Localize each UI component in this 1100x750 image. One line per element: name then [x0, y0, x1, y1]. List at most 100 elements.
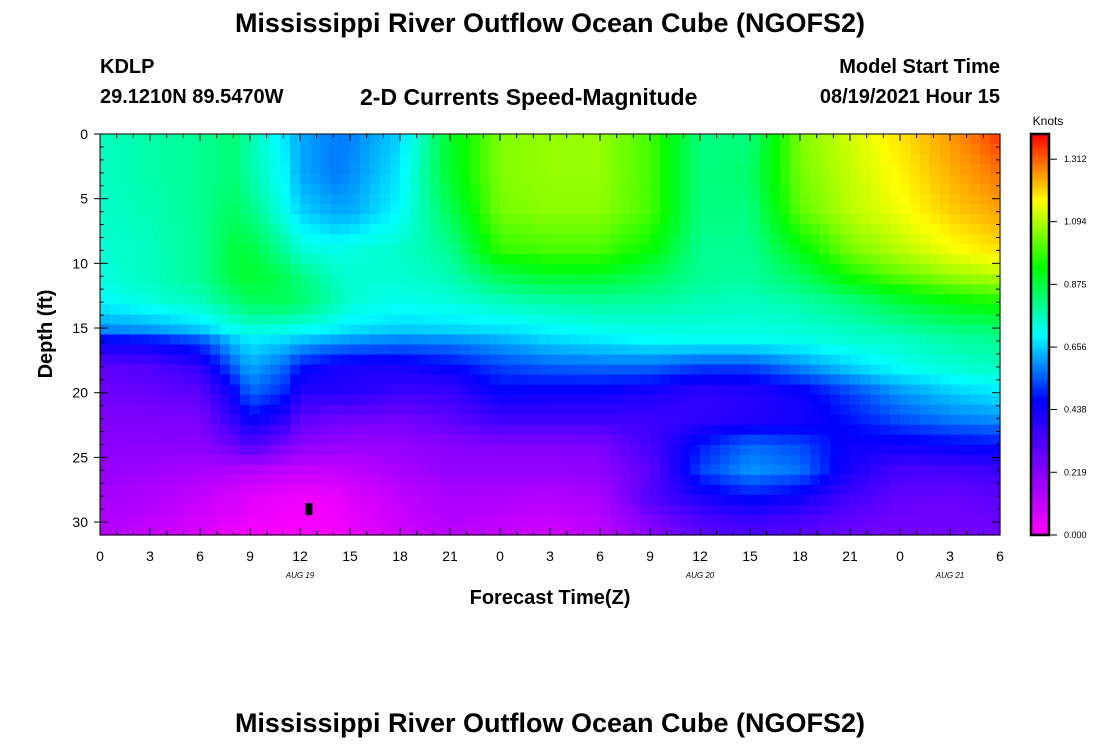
heat-cell	[670, 414, 681, 426]
heat-cell	[510, 234, 521, 245]
heat-cell	[850, 384, 861, 396]
heat-cell	[580, 244, 591, 255]
heat-cell	[430, 344, 441, 356]
heat-cell	[170, 204, 181, 215]
heat-cell	[570, 254, 581, 265]
heat-cell	[290, 484, 301, 496]
heat-cell	[920, 164, 931, 175]
heat-cell	[660, 244, 671, 255]
heat-cell	[770, 284, 781, 296]
heat-cell	[640, 254, 651, 265]
heat-cell	[650, 334, 661, 346]
heat-cell	[700, 374, 711, 386]
heat-cell	[920, 284, 931, 296]
heat-cell	[890, 444, 901, 456]
heat-cell	[910, 254, 921, 265]
heat-cell	[570, 404, 581, 416]
heat-cell	[890, 414, 901, 426]
heat-cell	[130, 394, 141, 406]
heat-cell	[700, 214, 711, 225]
heat-cell	[110, 454, 121, 466]
heat-cell	[840, 414, 851, 426]
heat-cell	[500, 254, 511, 265]
heat-cell	[810, 384, 821, 396]
heat-cell	[690, 274, 701, 285]
heat-cell	[440, 484, 451, 496]
heat-cell	[640, 234, 651, 245]
heat-cell	[700, 514, 711, 526]
heat-cell	[940, 234, 951, 245]
heat-cell	[610, 504, 621, 516]
heat-cell	[520, 374, 531, 386]
heat-cell	[270, 384, 281, 396]
heat-cell	[670, 524, 681, 536]
heat-cell	[620, 414, 631, 426]
heat-cell	[310, 244, 321, 255]
heat-cell	[570, 214, 581, 225]
heat-cell	[460, 394, 471, 406]
heat-cell	[580, 524, 591, 536]
heat-cell	[930, 324, 941, 336]
heat-cell	[280, 184, 291, 195]
heat-cell	[460, 134, 471, 145]
heat-cell	[480, 344, 491, 356]
heat-cell	[210, 514, 221, 526]
heat-cell	[850, 284, 861, 296]
heat-cell	[380, 144, 391, 155]
heat-cell	[980, 314, 991, 326]
heat-cell	[340, 254, 351, 265]
heat-cell	[110, 134, 121, 145]
heat-cell	[450, 514, 461, 526]
heat-cell	[450, 184, 461, 195]
heat-cell	[760, 174, 771, 185]
heat-cell	[670, 224, 681, 235]
heat-cell	[360, 334, 371, 346]
heat-cell	[600, 514, 611, 526]
heat-cell	[860, 494, 871, 506]
heat-cell	[920, 134, 931, 145]
heat-cell	[710, 134, 721, 145]
heat-cell	[940, 394, 951, 406]
heat-cell	[570, 144, 581, 155]
heat-cell	[420, 274, 431, 285]
heat-cell	[660, 304, 671, 316]
heat-cell	[770, 344, 781, 356]
heat-cell	[880, 474, 891, 486]
heat-cell	[380, 134, 391, 145]
heat-cell	[590, 514, 601, 526]
heat-cell	[430, 244, 441, 255]
heat-cell	[540, 144, 551, 155]
x-tick-label: 0	[96, 548, 104, 564]
heat-cell	[540, 414, 551, 426]
heat-cell	[360, 244, 371, 255]
heat-cell	[980, 414, 991, 426]
heat-cell	[860, 364, 871, 376]
heat-cell	[650, 154, 661, 165]
heat-cell	[650, 284, 661, 296]
heat-cell	[940, 474, 951, 486]
heat-cell	[760, 454, 771, 466]
heat-cell	[780, 154, 791, 165]
heat-cell	[640, 214, 651, 225]
heat-cell	[360, 274, 371, 285]
heat-cell	[940, 494, 951, 506]
heat-cell	[990, 214, 1001, 225]
heat-cell	[790, 464, 801, 476]
heat-cell	[300, 524, 311, 536]
heat-cell	[740, 514, 751, 526]
heat-cell	[810, 254, 821, 265]
heat-cell	[410, 334, 421, 346]
heat-cell	[360, 194, 371, 205]
heat-cell	[790, 444, 801, 456]
heat-cell	[720, 404, 731, 416]
heat-cell	[350, 264, 361, 275]
heat-cell	[990, 514, 1001, 526]
heat-cell	[530, 234, 541, 245]
heat-cell	[770, 254, 781, 265]
heat-cell	[500, 324, 511, 336]
heat-cell	[580, 334, 591, 346]
heat-cell	[240, 484, 251, 496]
heat-cell	[310, 324, 321, 336]
heat-cell	[230, 164, 241, 175]
heat-cell	[460, 254, 471, 265]
